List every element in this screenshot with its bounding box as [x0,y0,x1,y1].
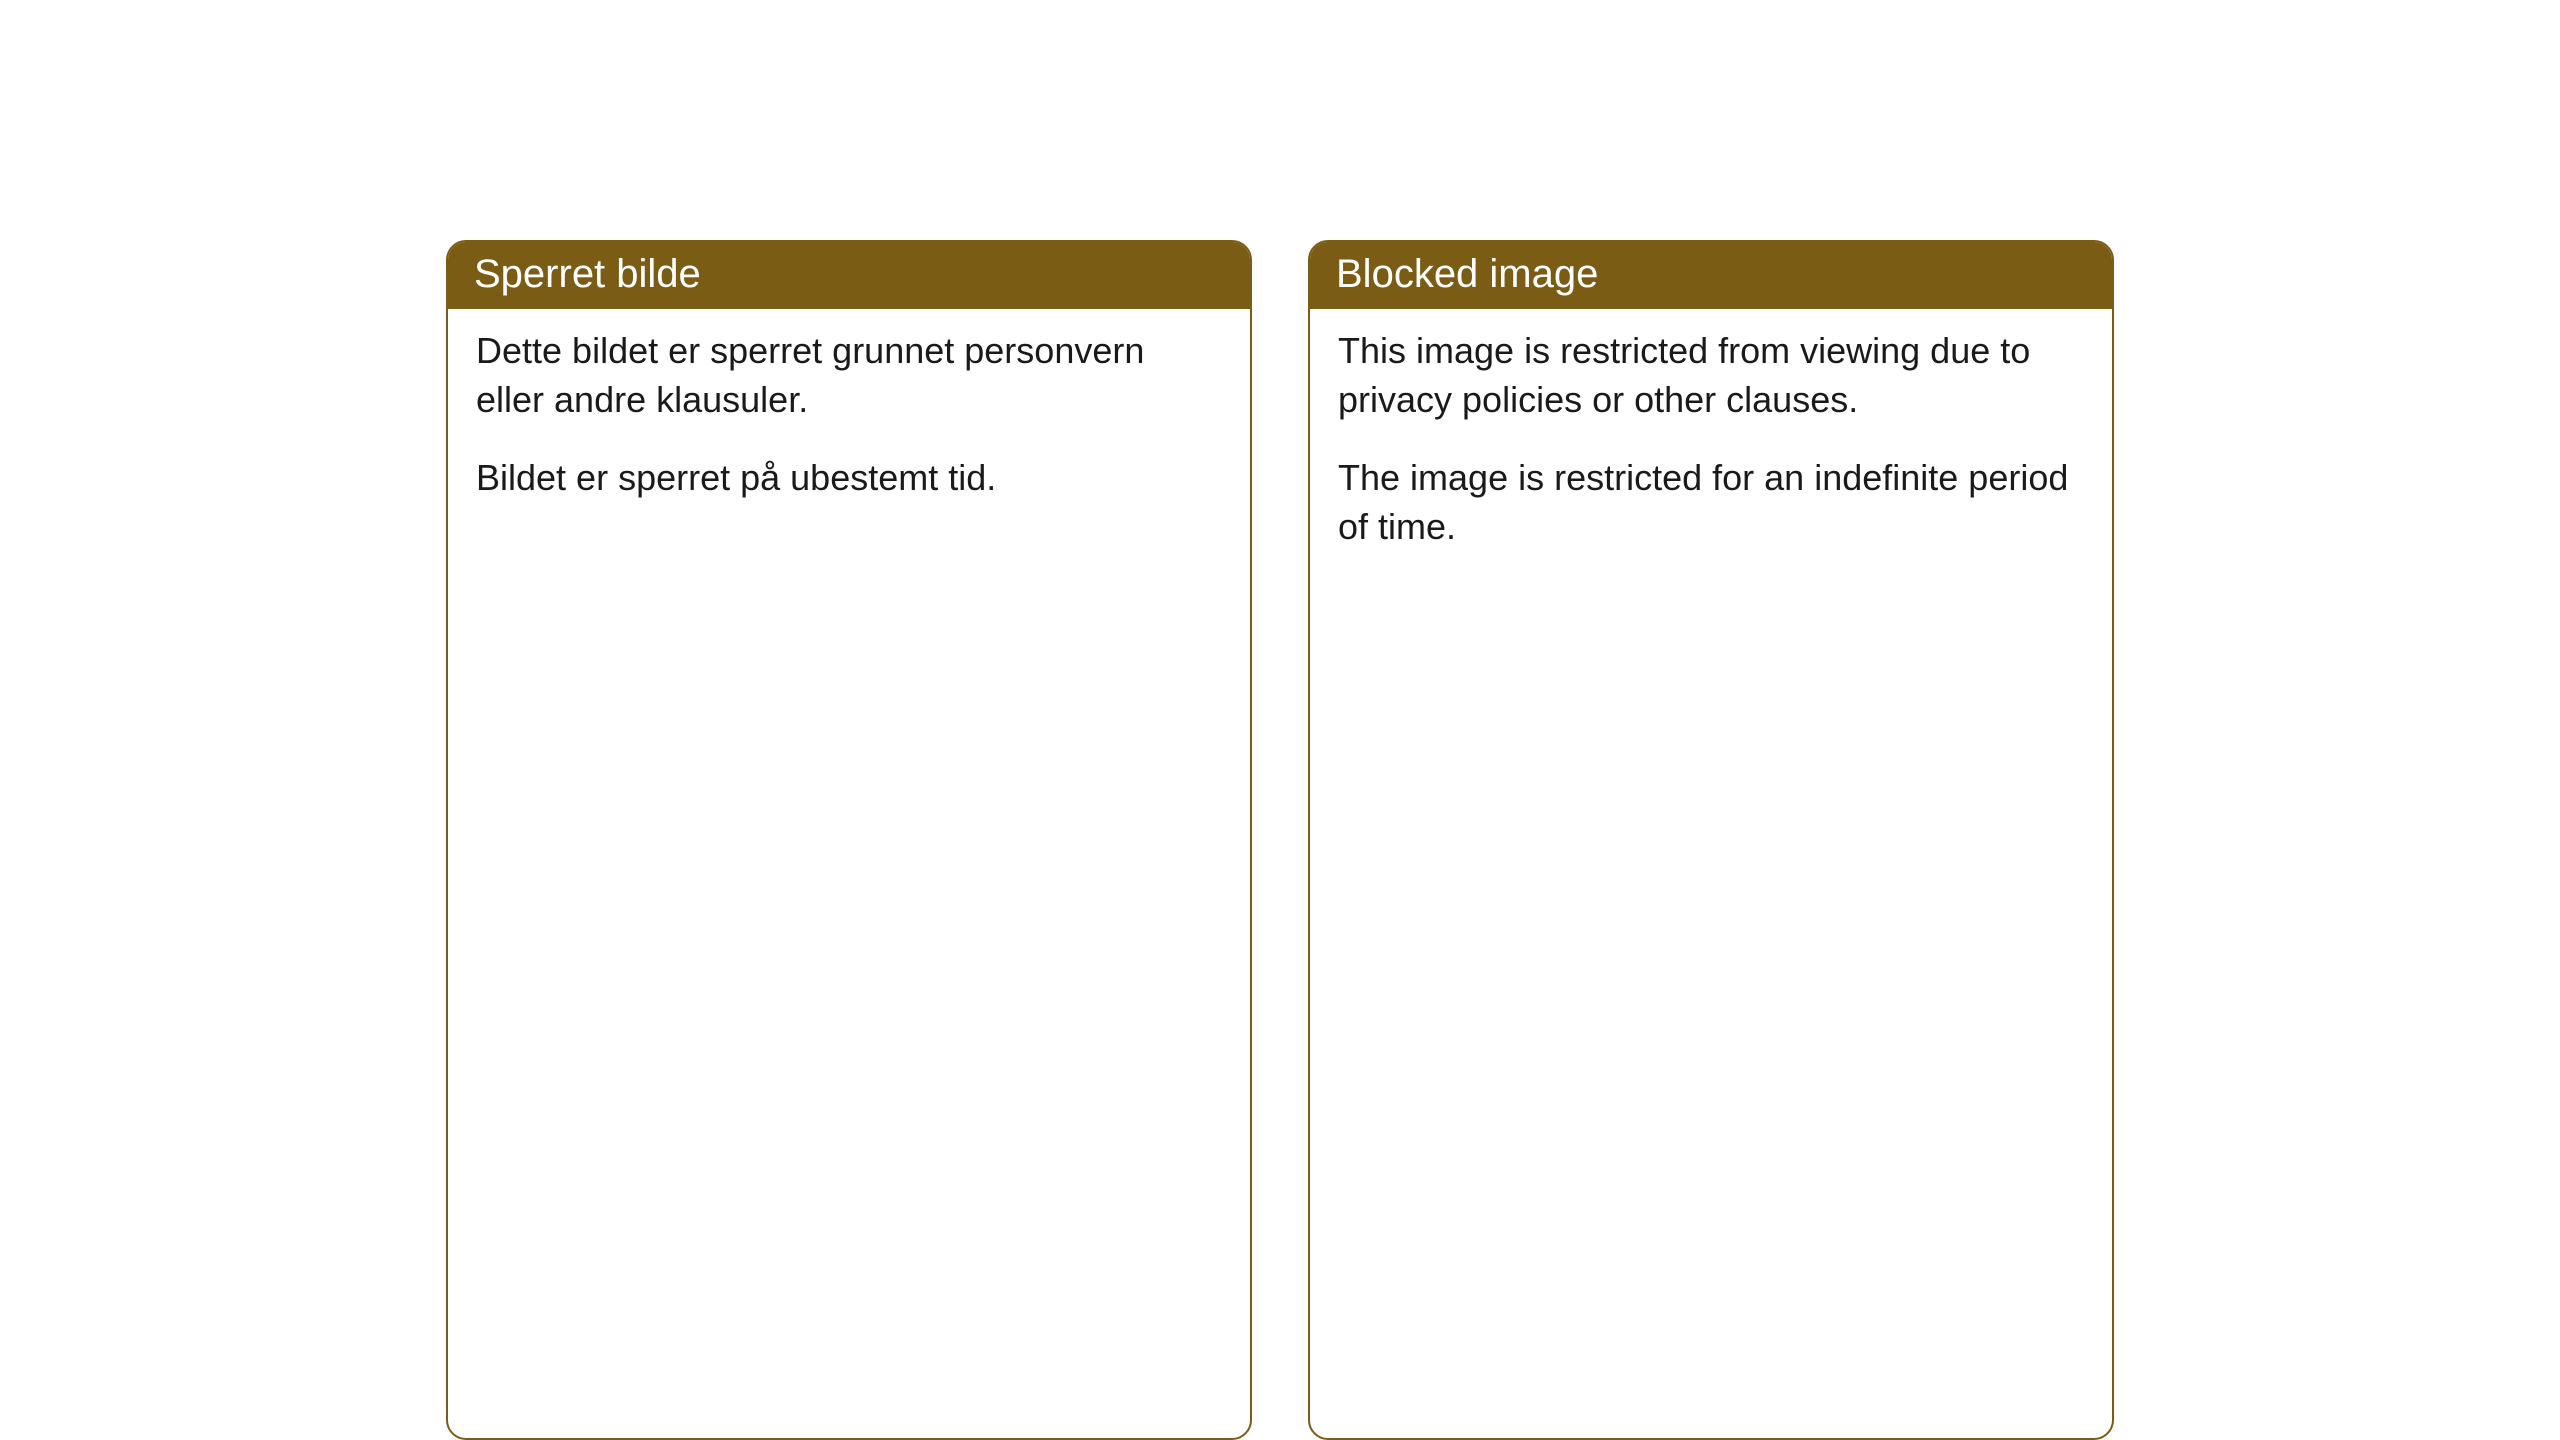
card-english: Blocked image This image is restricted f… [1308,240,2114,1440]
card-header-english: Blocked image [1310,242,2112,309]
card-text-1: Dette bildet er sperret grunnet personve… [476,327,1222,424]
card-text-1: This image is restricted from viewing du… [1338,327,2084,424]
card-body-english: This image is restricted from viewing du… [1310,309,2112,591]
card-norwegian: Sperret bilde Dette bildet er sperret gr… [446,240,1252,1440]
cards-container: Sperret bilde Dette bildet er sperret gr… [446,240,2114,1440]
card-title: Blocked image [1336,252,1598,296]
card-title: Sperret bilde [474,252,701,296]
card-body-norwegian: Dette bildet er sperret grunnet personve… [448,309,1250,543]
card-header-norwegian: Sperret bilde [448,242,1250,309]
card-text-2: Bildet er sperret på ubestemt tid. [476,454,1222,503]
card-text-2: The image is restricted for an indefinit… [1338,454,2084,551]
